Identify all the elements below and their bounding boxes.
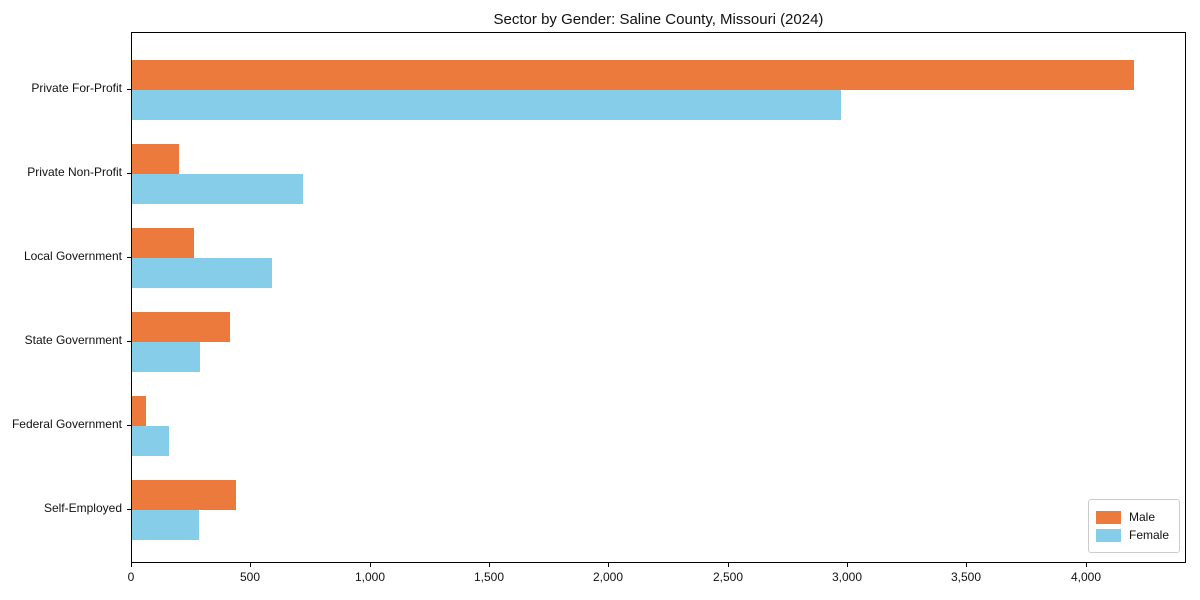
y-tick-label-private-non-profit: Private Non-Profit xyxy=(27,165,122,179)
legend-entry-female: Female xyxy=(1095,528,1169,542)
x-tick-label-1500: 1,500 xyxy=(473,570,505,584)
plot-area: Male Female xyxy=(131,32,1186,563)
x-tick-mark xyxy=(131,563,132,567)
bar-male-self-employed xyxy=(132,480,236,510)
x-tick-label-4000: 4,000 xyxy=(1070,570,1102,584)
y-tick-mark xyxy=(127,173,131,174)
x-tick-label-1000: 1,000 xyxy=(354,570,386,584)
legend-swatch-female xyxy=(1095,528,1121,542)
bar-female-private-non-profit xyxy=(132,174,303,204)
legend-entry-male: Male xyxy=(1095,510,1169,524)
bar-male-state-government xyxy=(132,312,230,342)
chart-title: Sector by Gender: Saline County, Missour… xyxy=(493,11,824,28)
x-tick-label-500: 500 xyxy=(239,570,261,584)
y-tick-label-private-for-profit: Private For-Profit xyxy=(31,81,122,95)
bar-female-state-government xyxy=(132,342,200,372)
x-tick-label-3500: 3,500 xyxy=(950,570,982,584)
y-tick-label-state-government: State Government xyxy=(24,333,122,347)
x-tick-mark xyxy=(847,563,848,567)
y-tick-label-local-government: Local Government xyxy=(23,249,122,263)
y-tick-mark xyxy=(127,89,131,90)
y-tick-label-federal-government: Federal Government xyxy=(11,417,122,431)
bar-female-private-for-profit xyxy=(132,90,841,120)
y-tick-label-self-employed: Self-Employed xyxy=(43,501,122,515)
x-tick-mark xyxy=(1086,563,1087,567)
bar-female-self-employed xyxy=(132,510,199,540)
x-tick-mark xyxy=(370,563,371,567)
x-tick-mark xyxy=(489,563,490,567)
x-tick-mark xyxy=(966,563,967,567)
bar-male-federal-government xyxy=(132,396,146,426)
x-tick-label-0: 0 xyxy=(127,570,135,584)
legend-label-female: Female xyxy=(1128,528,1169,542)
y-tick-mark xyxy=(127,509,131,510)
x-tick-mark xyxy=(728,563,729,567)
bar-female-federal-government xyxy=(132,426,169,456)
bar-male-private-for-profit xyxy=(132,60,1134,90)
legend-label-male: Male xyxy=(1128,510,1155,524)
y-tick-mark xyxy=(127,257,131,258)
bar-male-local-government xyxy=(132,228,194,258)
x-tick-label-2000: 2,000 xyxy=(592,570,624,584)
bar-female-local-government xyxy=(132,258,272,288)
x-tick-mark xyxy=(608,563,609,567)
legend: Male Female xyxy=(1087,499,1180,553)
legend-swatch-male xyxy=(1095,510,1121,524)
bar-male-private-non-profit xyxy=(132,144,179,174)
y-tick-mark xyxy=(127,341,131,342)
x-tick-label-3000: 3,000 xyxy=(831,570,863,584)
x-tick-label-2500: 2,500 xyxy=(712,570,744,584)
x-tick-mark xyxy=(250,563,251,567)
y-tick-mark xyxy=(127,425,131,426)
